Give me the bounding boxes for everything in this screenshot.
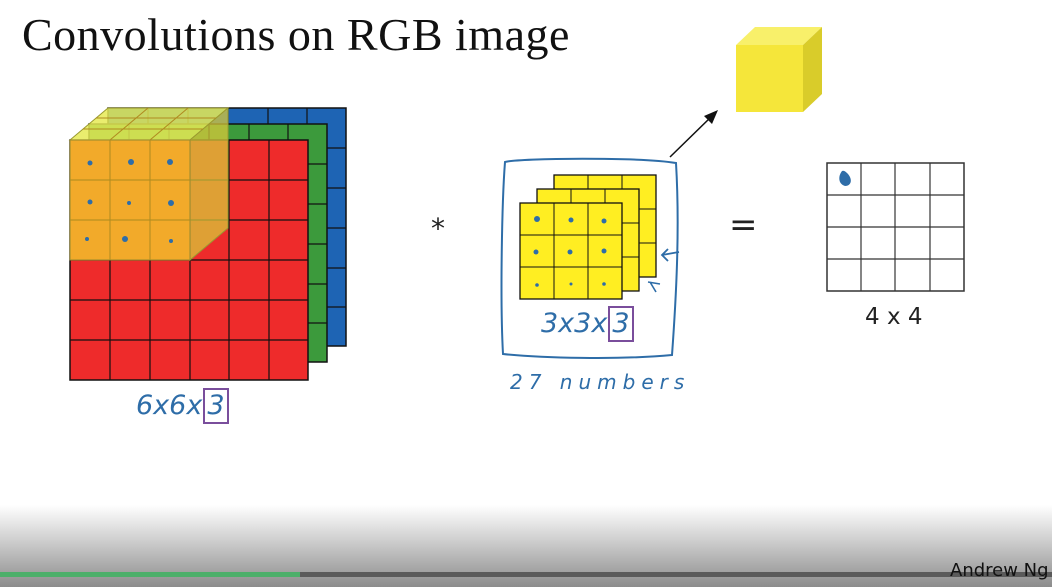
filter-overlay-cube bbox=[68, 106, 230, 262]
weight-dots bbox=[85, 159, 174, 243]
filter-parameter-note: 27 numbers bbox=[510, 370, 691, 394]
output-dimension-label: 4 x 4 bbox=[865, 304, 923, 330]
input-label-prefix: 6x6x bbox=[136, 390, 203, 421]
filter-dimension-label: 3x3x 3 bbox=[541, 306, 634, 342]
video-progress-fill bbox=[0, 572, 300, 577]
result-cube bbox=[736, 27, 822, 112]
convolve-operator: * bbox=[431, 212, 445, 245]
input-dimension-label: 6x6x 3 bbox=[136, 388, 229, 424]
filter-volume bbox=[500, 157, 680, 359]
annotation-arrow bbox=[660, 248, 680, 262]
input-channel-count: 3 bbox=[203, 388, 229, 424]
cube-arrow bbox=[669, 110, 718, 158]
filter-layer-front bbox=[519, 202, 623, 300]
equals-operator: = bbox=[729, 205, 758, 245]
slide-title: Convolutions on RGB image bbox=[22, 9, 570, 60]
output-grid bbox=[826, 162, 965, 292]
input-volume bbox=[68, 106, 347, 381]
video-progress-bar[interactable] bbox=[0, 572, 1052, 577]
output-value-mark bbox=[839, 170, 851, 186]
presenter-watermark: Andrew Ng bbox=[950, 560, 1049, 581]
filter-channel-count: 3 bbox=[608, 306, 634, 342]
filter-label-prefix: 3x3x bbox=[541, 308, 608, 339]
